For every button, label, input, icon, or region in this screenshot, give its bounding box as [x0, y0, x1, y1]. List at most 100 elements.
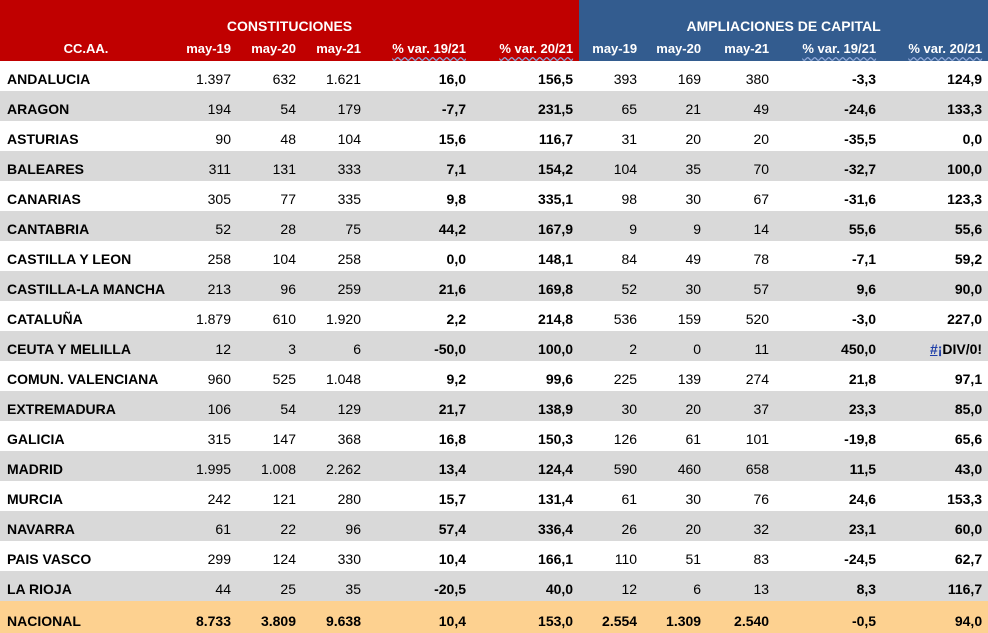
cell-a-may20: 20: [643, 391, 708, 421]
group-constituciones: CONSTITUCIONES: [0, 0, 580, 40]
cell-a-var2021: 153,3: [882, 481, 988, 511]
table-row: GALICIA 315 147 368 16,8 150,3 126 61 101 -19,8 65…: [0, 421, 988, 451]
cell-a-may19: 126: [579, 421, 644, 451]
cell-c-may19: 8.733: [172, 601, 237, 633]
cell-a-may19: 2: [579, 331, 644, 361]
cell-a-var2021: 100,0: [882, 151, 988, 181]
cell-a-may19: 26: [579, 511, 644, 541]
cell-a-may20: 6: [643, 571, 708, 601]
cell-a-may21: 658: [707, 451, 776, 481]
cell-a-may20: 20: [643, 511, 708, 541]
col-c-may19: may-19: [172, 40, 237, 61]
cell-c-var1921: 13,4: [367, 451, 472, 481]
region-name-cell: EXTREMADURA: [0, 391, 172, 421]
cell-c-var1921: 16,8: [367, 421, 472, 451]
cell-a-var1921: 450,0: [775, 331, 883, 361]
table-row: CATALUÑA 1.879 610 1.920 2,2 214,8 536 159 520 -3…: [0, 301, 988, 331]
region-name-cell: NAVARRA: [0, 511, 172, 541]
cell-a-may19: 84: [579, 241, 644, 271]
table-row: COMUN. VALENCIANA 960 525 1.048 9,2 99,6 225 13…: [0, 361, 988, 391]
cell-c-may21: 1.621: [302, 61, 367, 91]
cell-c-may20: 54: [237, 91, 302, 121]
column-header-row: CC.AA. may-19 may-20 may-21 % var. 19/21…: [0, 40, 988, 61]
cell-a-may21: 274: [707, 361, 776, 391]
cell-a-may19: 2.554: [579, 601, 644, 633]
error-marker: #¡: [929, 341, 943, 357]
cell-c-may21: 1.920: [302, 301, 367, 331]
cell-c-var2021: 214,8: [472, 301, 580, 331]
col-region: CC.AA.: [0, 40, 172, 61]
cell-a-may19: 110: [579, 541, 644, 571]
cell-a-may21: 32: [707, 511, 776, 541]
cell-a-var1921: 55,6: [775, 211, 883, 241]
cell-c-may21: 280: [302, 481, 367, 511]
region-name-cell: CEUTA Y MELILLA: [0, 331, 172, 361]
col-a-may20: may-20: [643, 40, 708, 61]
cell-a-var1921: -0,5: [775, 601, 883, 633]
cell-a-var1921: 23,1: [775, 511, 883, 541]
region-name-cell: ASTURIAS: [0, 121, 172, 151]
cell-a-var1921: -32,7: [775, 151, 883, 181]
cell-a-var2021: 116,7: [882, 571, 988, 601]
col-a-var1921: % var. 19/21: [775, 40, 883, 61]
cell-c-may21: 333: [302, 151, 367, 181]
cell-c-may19: 194: [172, 91, 237, 121]
cell-a-may19: 9: [579, 211, 644, 241]
cell-c-may19: 305: [172, 181, 237, 211]
table-row: CEUTA Y MELILLA 12 3 6 -50,0 100,0 2 0 11 450,0 #¡…: [0, 331, 988, 361]
cell-a-may21: 520: [707, 301, 776, 331]
cell-a-may20: 0: [643, 331, 708, 361]
cell-a-may19: 61: [579, 481, 644, 511]
cell-a-var2021: 133,3: [882, 91, 988, 121]
cell-c-var1921: -7,7: [367, 91, 472, 121]
region-name-cell: COMUN. VALENCIANA: [0, 361, 172, 391]
cell-a-var2021: 60,0: [882, 511, 988, 541]
cell-c-may21: 2.262: [302, 451, 367, 481]
cell-a-var1921: 11,5: [775, 451, 883, 481]
table-row: BALEARES 311 131 333 7,1 154,2 104 35 70 -32,7 100…: [0, 151, 988, 181]
cell-c-may20: 104: [237, 241, 302, 271]
cell-a-var2021: 90,0: [882, 271, 988, 301]
cell-a-may20: 30: [643, 271, 708, 301]
cell-a-may19: 65: [579, 91, 644, 121]
cell-c-var1921: -50,0: [367, 331, 472, 361]
cell-c-may19: 213: [172, 271, 237, 301]
cell-c-may20: 48: [237, 121, 302, 151]
region-name-cell: MADRID: [0, 451, 172, 481]
cell-a-var2021: 62,7: [882, 541, 988, 571]
cell-c-may19: 1.397: [172, 61, 237, 91]
cell-a-may21: 20: [707, 121, 776, 151]
cell-c-may20: 147: [237, 421, 302, 451]
cell-c-may20: 3.809: [237, 601, 302, 633]
cell-a-var2021: 97,1: [882, 361, 988, 391]
cell-c-may20: 28: [237, 211, 302, 241]
cell-a-may21: 14: [707, 211, 776, 241]
cell-a-may19: 225: [579, 361, 644, 391]
cell-c-may20: 131: [237, 151, 302, 181]
cell-a-var2021: 227,0: [882, 301, 988, 331]
cell-c-var2021: 166,1: [472, 541, 580, 571]
cell-c-var2021: 138,9: [472, 391, 580, 421]
cell-a-var2021: 0,0: [882, 121, 988, 151]
col-c-var2021-label: % var. 20/21: [499, 41, 574, 56]
cell-a-may20: 21: [643, 91, 708, 121]
cell-c-may21: 104: [302, 121, 367, 151]
cell-a-var2021: 94,0: [882, 601, 988, 633]
table-row: ANDALUCIA 1.397 632 1.621 16,0 156,5 393 169 380…: [0, 61, 988, 91]
col-a-var2021: % var. 20/21: [882, 40, 988, 61]
cell-a-may21: 83: [707, 541, 776, 571]
cell-a-may19: 393: [579, 61, 644, 91]
region-name-cell: ARAGON: [0, 91, 172, 121]
region-name-cell: LA RIOJA: [0, 571, 172, 601]
table-row: CANARIAS 305 77 335 9,8 335,1 98 30 67 -31,6 123,3: [0, 181, 988, 211]
cell-a-may21: 380: [707, 61, 776, 91]
region-name-cell: GALICIA: [0, 421, 172, 451]
cell-c-var1921: 15,7: [367, 481, 472, 511]
table-row: PAIS VASCO 299 124 330 10,4 166,1 110 51 83 -24,5…: [0, 541, 988, 571]
cell-a-var1921: -3,0: [775, 301, 883, 331]
cell-c-may20: 3: [237, 331, 302, 361]
table-header: CONSTITUCIONES AMPLIACIONES DE CAPITAL C…: [0, 0, 988, 61]
cell-a-may19: 590: [579, 451, 644, 481]
cell-a-var1921: -3,3: [775, 61, 883, 91]
